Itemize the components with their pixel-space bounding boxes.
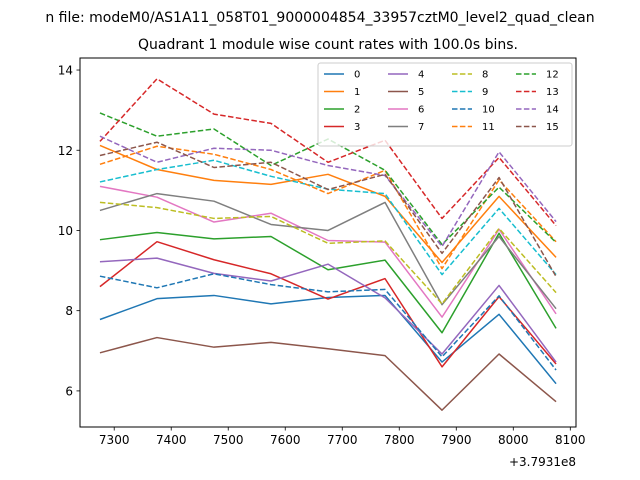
x-offset-label: +3.7931e8 xyxy=(509,455,576,469)
series-line-11 xyxy=(99,145,557,270)
legend-label-3: 3 xyxy=(354,122,360,133)
series-line-1 xyxy=(99,144,557,264)
y-tick-label: 6 xyxy=(65,384,73,398)
legend-label-14: 14 xyxy=(546,105,559,116)
legend-label-13: 13 xyxy=(546,87,559,98)
x-tick-label: 7800 xyxy=(384,433,415,447)
axes-frame xyxy=(79,57,577,428)
series-line-15 xyxy=(99,141,557,277)
legend-label-15: 15 xyxy=(546,122,559,133)
legend-label-8: 8 xyxy=(482,70,488,81)
legend-box xyxy=(317,62,573,147)
legend-label-6: 6 xyxy=(418,105,424,116)
series-line-10 xyxy=(99,273,557,371)
legend-label-11: 11 xyxy=(482,122,495,133)
x-tick-label: 7600 xyxy=(270,433,301,447)
series-line-4 xyxy=(99,257,557,363)
x-tick-label: 7900 xyxy=(441,433,472,447)
axis-ticks: 7300 7400 7500 7600 7700 7800 7900 8000 81006810… xyxy=(58,64,586,447)
series-line-7 xyxy=(99,192,557,310)
legend-label-2: 2 xyxy=(354,105,360,116)
x-tick-label: 7500 xyxy=(213,433,244,447)
series-line-14 xyxy=(99,135,557,248)
legend-label-10: 10 xyxy=(482,105,495,116)
legend-label-1: 1 xyxy=(354,87,360,98)
chart-title: Quadrant 1 module wise count rates with … xyxy=(138,37,518,53)
y-tick-label: 10 xyxy=(58,224,73,238)
x-tick-label: 8000 xyxy=(498,433,529,447)
y-tick-label: 14 xyxy=(58,64,73,78)
series-line-3 xyxy=(99,240,557,368)
x-tick-label: 7400 xyxy=(156,433,187,447)
legend-label-5: 5 xyxy=(418,87,424,98)
x-tick-label: 7300 xyxy=(99,433,130,447)
series-line-2 xyxy=(99,231,557,334)
legend-label-4: 4 xyxy=(418,70,424,81)
figure-suptitle: n file: modeM0/AS1A11_058T01_9000004854_… xyxy=(45,10,594,26)
x-tick-label: 7700 xyxy=(327,433,358,447)
series-line-0 xyxy=(99,294,557,385)
legend-label-9: 9 xyxy=(482,87,488,98)
series-line-9 xyxy=(99,159,557,276)
x-tick-label: 8100 xyxy=(555,433,586,447)
series-line-13 xyxy=(99,78,557,227)
plot-area xyxy=(99,78,557,411)
y-tick-label: 8 xyxy=(65,304,73,318)
legend-label-0: 0 xyxy=(354,70,360,81)
y-tick-label: 12 xyxy=(58,144,73,158)
legend-label-12: 12 xyxy=(546,70,559,81)
series-line-5 xyxy=(99,336,557,411)
legend-label-7: 7 xyxy=(418,122,424,133)
